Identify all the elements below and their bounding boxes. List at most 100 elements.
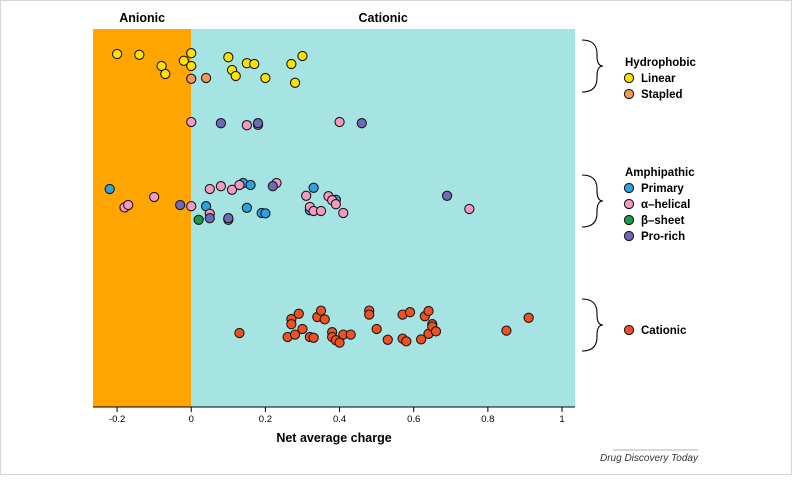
point-cationic — [315, 305, 327, 316]
point-sheet — [193, 214, 204, 225]
legend-marker-pro-rich — [623, 230, 635, 242]
point-stapled — [200, 72, 212, 84]
legend-label-linear: Linear — [641, 73, 676, 85]
region-label-cationic: Cationic — [358, 11, 407, 25]
legend-label-primary: Primary — [641, 183, 684, 195]
x-tick-label: -0.2 — [109, 414, 125, 425]
point-helical — [186, 201, 197, 212]
point-helical — [241, 120, 253, 131]
point-linear — [297, 50, 308, 62]
point-linear — [134, 49, 145, 60]
point-helical — [149, 191, 160, 203]
point-pro-rich — [441, 190, 453, 201]
point-cationic — [501, 325, 512, 336]
bracket-hydrophobic — [581, 39, 604, 93]
region-cationic — [191, 29, 575, 407]
legend: Hydrophobic Linear Stapled Amphipathic Prima… — [623, 57, 697, 337]
legend-heading-hydrophobic: Hydrophobic — [625, 57, 697, 69]
point-linear — [230, 70, 241, 82]
x-axis: -0.2 0 0.2 0.4 0.6 0.8 1 — [93, 406, 575, 425]
x-tick-label: 0.2 — [259, 414, 272, 425]
point-linear — [223, 52, 234, 63]
legend-marker-linear — [623, 72, 635, 84]
bracket-group — [581, 298, 604, 352]
legend-marker-primary — [623, 182, 635, 194]
point-helical — [123, 199, 134, 211]
legend-marker-helical — [623, 198, 635, 210]
legend-label-cationic: Cationic — [641, 325, 687, 337]
point-cationic — [415, 334, 427, 345]
region-anionic — [93, 29, 192, 407]
point-stapled — [186, 73, 197, 84]
point-helical — [234, 179, 245, 191]
legend-heading-amphipathic: Amphipathic — [625, 167, 695, 179]
charge-regions: Anionic Cationic — [93, 11, 575, 407]
point-primary — [308, 182, 319, 193]
point-cationic — [430, 326, 442, 337]
point-cationic — [364, 309, 375, 320]
point-linear — [286, 58, 297, 70]
point-pro-rich — [204, 213, 215, 224]
point-linear — [249, 58, 260, 70]
point-linear — [186, 60, 197, 72]
point-helical — [186, 116, 197, 128]
point-cationic — [293, 308, 304, 319]
legend-marker-cationic — [623, 324, 635, 336]
point-linear — [160, 68, 171, 80]
point-helical — [334, 116, 345, 128]
point-cationic — [345, 329, 356, 340]
point-primary — [241, 202, 253, 213]
point-primary — [245, 179, 256, 191]
point-helical — [215, 181, 227, 192]
point-cationic — [423, 305, 434, 317]
point-pro-rich — [174, 199, 186, 211]
legend-label-helical: α–helical — [641, 199, 690, 211]
point-helical — [226, 184, 238, 195]
x-tick-label: 0.8 — [481, 414, 494, 425]
point-cationic — [319, 314, 330, 325]
point-helical — [301, 190, 312, 201]
point-helical — [204, 183, 215, 195]
point-helical — [464, 203, 475, 215]
point-cationic — [234, 327, 245, 339]
group-brackets — [581, 39, 604, 352]
point-cationic — [404, 307, 416, 318]
x-tick-label: 1 — [559, 414, 564, 425]
x-tick-label: 0 — [189, 414, 194, 425]
point-pro-rich — [252, 118, 264, 129]
point-cationic — [289, 329, 301, 340]
point-pro-rich — [267, 181, 278, 192]
point-pro-rich — [223, 213, 234, 224]
region-label-anionic: Anionic — [119, 11, 165, 25]
point-helical — [330, 199, 342, 210]
point-cationic — [401, 336, 412, 347]
point-pro-rich — [215, 118, 227, 129]
point-helical — [338, 207, 349, 219]
legend-label-pro-rich: Pro-rich — [641, 231, 685, 243]
legend-label-stapled: Stapled — [641, 89, 683, 101]
point-cationic — [371, 323, 382, 335]
legend-marker-stapled — [623, 88, 635, 100]
point-primary — [104, 183, 115, 195]
point-linear — [186, 48, 197, 59]
point-linear — [111, 48, 123, 60]
x-tick-label: 0.4 — [333, 414, 346, 425]
point-helical — [315, 205, 327, 217]
point-cationic — [523, 312, 534, 323]
x-tick-label: 0.6 — [407, 414, 420, 425]
point-primary — [260, 208, 271, 219]
point-linear — [178, 55, 189, 66]
x-axis-label: Net average charge — [276, 431, 391, 445]
data-points — [104, 48, 534, 348]
point-cationic — [382, 334, 393, 345]
point-linear — [260, 72, 271, 84]
point-linear — [289, 77, 301, 88]
point-cationic — [297, 323, 308, 335]
point-cationic — [286, 319, 297, 330]
legend-label-sheet: β–sheet — [641, 215, 685, 227]
source-credit: Drug Discovery Today — [600, 453, 699, 464]
point-cationic — [308, 332, 319, 343]
bracket-amphipathic — [581, 174, 604, 228]
